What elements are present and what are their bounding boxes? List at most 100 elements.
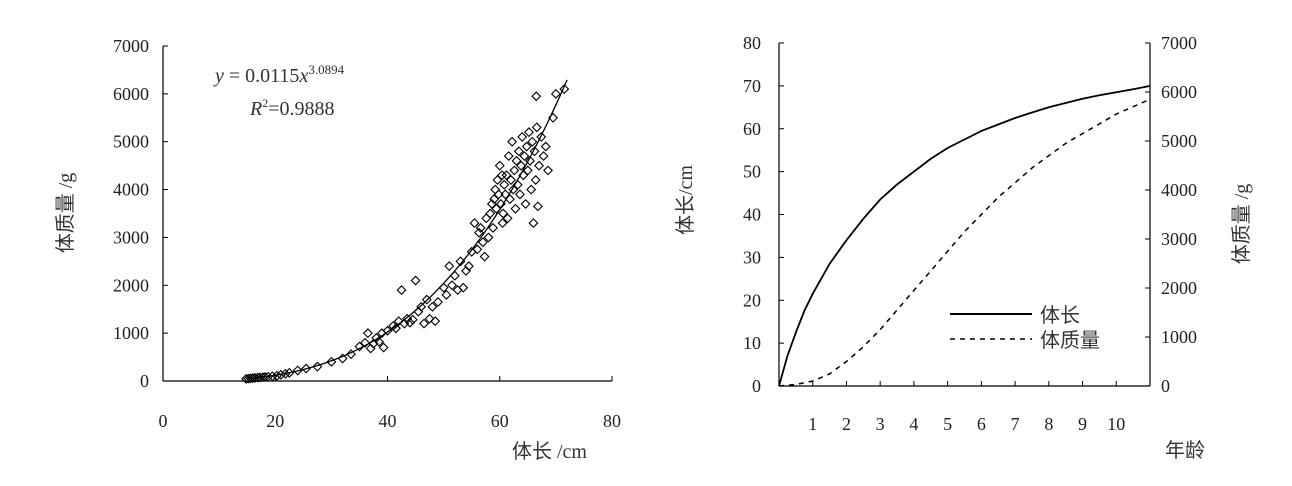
scatter-point	[523, 127, 534, 138]
scatter-point	[543, 165, 553, 176]
scatter-point	[301, 363, 312, 374]
scatter-point	[503, 151, 514, 162]
scatter-point	[247, 373, 258, 384]
scatter-point	[360, 337, 371, 348]
left-y-tick-label: 5000	[113, 132, 149, 152]
scatter-point	[529, 146, 540, 157]
scatter-point	[393, 316, 404, 327]
right-right-y-tick-label: 6000	[1161, 82, 1197, 102]
right-right-y-tick-label: 4000	[1161, 180, 1197, 200]
right-right-y-tick-label: 3000	[1161, 229, 1197, 249]
scatter-point	[497, 170, 507, 181]
right-x-tick-label: 8	[1044, 414, 1053, 434]
left-y-tick-label: 6000	[113, 84, 149, 104]
scatter-point	[492, 175, 503, 185]
left-x-axis-label: 体长 /cm	[512, 440, 587, 463]
scatter-point	[493, 189, 504, 200]
right-right-y-tick-label: 0	[1161, 376, 1170, 396]
scatter-point	[475, 222, 486, 233]
scatter-point	[497, 218, 508, 229]
scatter-point	[489, 194, 500, 205]
scatter-point	[520, 198, 531, 209]
scatter-point	[407, 314, 418, 325]
left-y-tick-label: 1000	[113, 323, 149, 343]
scatter-point	[427, 301, 438, 312]
right-left-y-tick-label: 80	[743, 33, 761, 53]
right-right-y-tick-label: 1000	[1161, 327, 1197, 347]
scatter-point	[522, 165, 533, 176]
scatter-point	[424, 313, 435, 324]
scatter-point	[485, 208, 496, 219]
right-x-tick-label: 7	[1011, 414, 1020, 434]
scatter-point	[252, 372, 263, 383]
scatter-point	[260, 371, 271, 382]
left-x-tick-label: 20	[266, 411, 284, 431]
scatter-point	[444, 261, 455, 272]
scatter-point	[507, 136, 518, 147]
scatter-point	[513, 146, 524, 157]
scatter-point	[505, 175, 516, 185]
scatter-point	[526, 184, 537, 195]
scatter-point	[490, 184, 501, 195]
left-y-tick-label: 7000	[113, 36, 149, 56]
right-left-y-tick-label: 40	[743, 205, 761, 225]
scatter-point	[463, 261, 474, 272]
right-right-y-tick-label: 7000	[1161, 33, 1197, 53]
scatter-point	[354, 341, 365, 352]
scatter-point	[461, 265, 472, 276]
right-right-y-tick-label: 5000	[1161, 131, 1197, 151]
right-x-tick-label: 2	[842, 414, 851, 434]
right-left-y-tick-label: 70	[743, 76, 761, 96]
scatter-point	[410, 275, 421, 286]
right-left-y-tick-label: 50	[743, 162, 761, 182]
right-x-tick-label: 6	[977, 414, 986, 434]
scatter-point	[525, 155, 536, 166]
scatter-point	[511, 155, 522, 166]
scatter-point	[521, 141, 532, 152]
scatter-point	[534, 160, 545, 171]
scatter-point	[472, 244, 483, 255]
scatter-point	[430, 316, 441, 327]
right-right-y-tick-label: 2000	[1161, 278, 1197, 298]
scatter-point	[396, 285, 407, 296]
left-x-tick-label: 0	[159, 411, 168, 431]
scatter-point	[499, 179, 510, 190]
scatter-point	[262, 371, 273, 382]
scatter-point	[509, 165, 520, 176]
legend: 体长 体质量	[950, 304, 1100, 352]
left-y-tick-label: 0	[140, 371, 149, 391]
series-line-body-length	[778, 85, 1151, 387]
scatter-point	[559, 84, 570, 95]
right-right-y-ticks: 0 1000 2000 3000 4000 5000 6000 7000	[1145, 33, 1197, 396]
fit-equation: y = 0.0115x3.0894	[213, 62, 345, 87]
scatter-point	[498, 208, 509, 219]
scatter-point	[374, 336, 385, 347]
scatter-point	[449, 270, 460, 281]
right-x-axis-label: 年龄	[1165, 439, 1205, 462]
scatter-point	[447, 280, 458, 291]
scatter-point	[419, 318, 429, 329]
scatter-point	[528, 218, 539, 229]
scatter-point	[477, 237, 488, 248]
scatter-point	[536, 131, 547, 142]
left-y-tick-label: 4000	[113, 180, 149, 200]
scatter-point	[494, 160, 505, 171]
right-left-y-tick-label: 30	[743, 247, 761, 267]
scatter-point	[516, 160, 527, 171]
scatter-point	[362, 328, 373, 339]
scatter-point	[491, 203, 502, 214]
right-x-tick-label: 1	[808, 414, 817, 434]
scatter-point	[365, 343, 376, 354]
scatter-point	[531, 122, 542, 133]
scatter-point	[479, 251, 490, 262]
right-left-y-tick-label: 20	[743, 290, 761, 310]
r-squared: R2=0.9888	[249, 96, 335, 120]
scatter-point	[433, 297, 443, 308]
scatter-point	[250, 372, 261, 383]
right-left-y-tick-label: 10	[743, 333, 761, 353]
scatter-point	[404, 317, 415, 328]
growth-chart: 0 10 20 30 40 50 60 70 80 0 1000 2000 3000 4000 5000 6…	[674, 33, 1253, 462]
left-x-tick-label: 80	[603, 411, 621, 431]
